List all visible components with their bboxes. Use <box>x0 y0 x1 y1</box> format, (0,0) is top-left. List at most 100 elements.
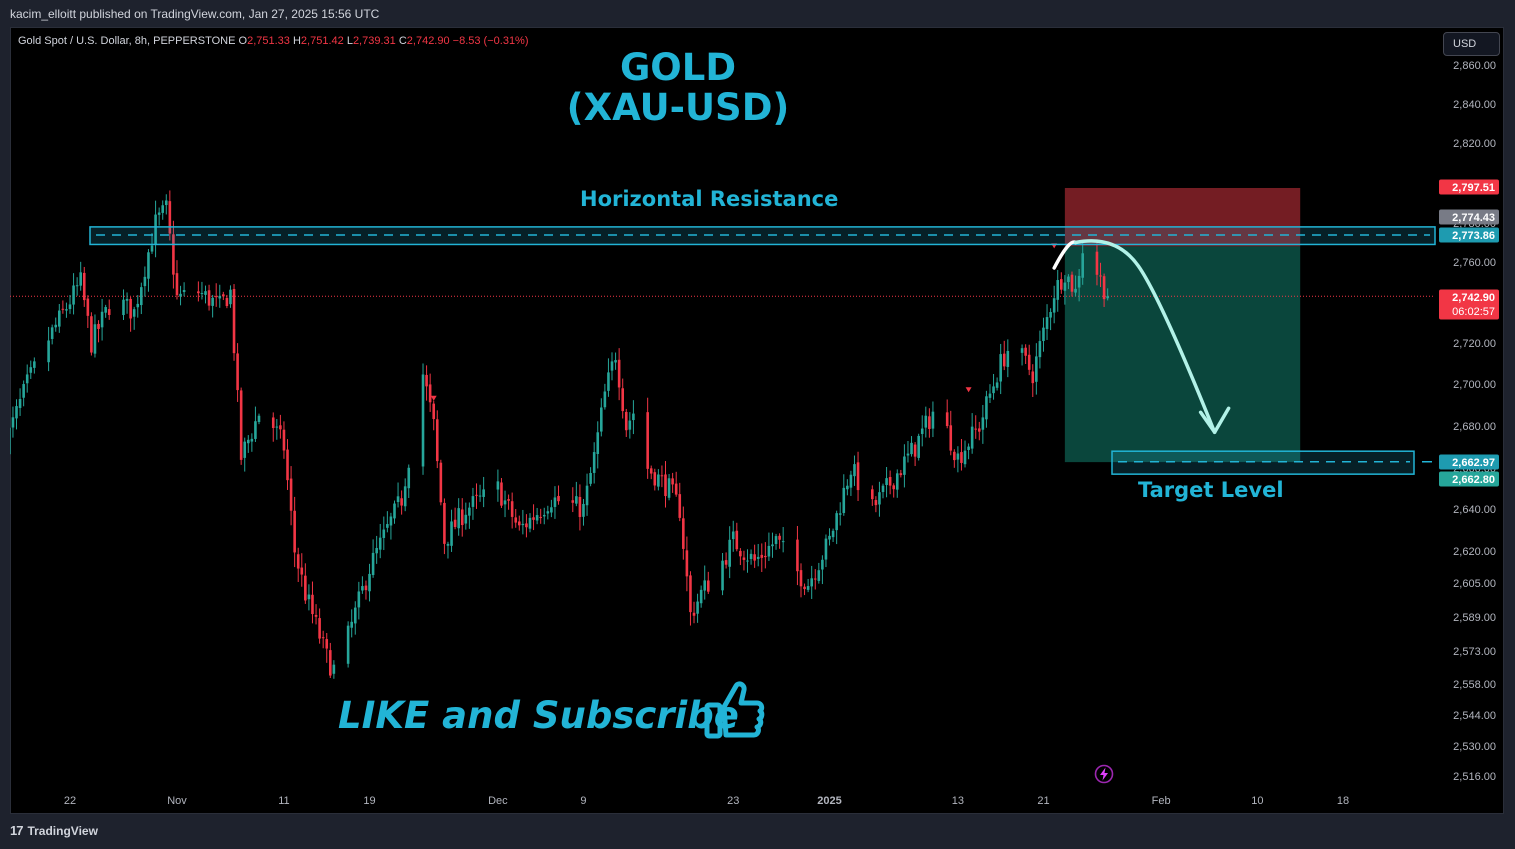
candle[interactable] <box>214 296 218 298</box>
candle[interactable] <box>350 621 354 628</box>
candle[interactable] <box>33 361 36 368</box>
candle[interactable] <box>856 462 860 491</box>
candle[interactable] <box>311 594 314 615</box>
candle[interactable] <box>79 272 82 286</box>
candle[interactable] <box>346 625 350 664</box>
candle[interactable] <box>460 509 464 526</box>
candle[interactable] <box>1006 350 1010 367</box>
candle[interactable] <box>931 411 935 429</box>
candle[interactable] <box>1035 356 1038 382</box>
candle[interactable] <box>810 578 813 587</box>
candle[interactable] <box>532 517 535 520</box>
candle[interactable] <box>960 452 963 463</box>
candle[interactable] <box>243 441 247 458</box>
candle[interactable] <box>778 535 781 540</box>
candle[interactable] <box>428 384 432 403</box>
candle[interactable] <box>521 523 525 526</box>
candle[interactable] <box>610 361 614 371</box>
price-chart[interactable]: 2,860.002,840.002,820.002,800.002,780.00… <box>10 27 1504 814</box>
candle[interactable] <box>378 537 382 550</box>
candle[interactable] <box>692 612 696 616</box>
candle[interactable] <box>628 420 632 430</box>
candle[interactable] <box>881 485 885 493</box>
candle[interactable] <box>257 415 261 422</box>
candle[interactable] <box>539 516 542 518</box>
candle[interactable] <box>853 464 856 477</box>
candle[interactable] <box>100 311 104 328</box>
candle[interactable] <box>1056 280 1060 300</box>
candle[interactable] <box>838 513 842 515</box>
candle[interactable] <box>781 541 785 543</box>
candle[interactable] <box>457 508 460 529</box>
candle[interactable] <box>293 510 296 553</box>
candle[interactable] <box>874 500 878 506</box>
candle[interactable] <box>314 615 318 617</box>
candle[interactable] <box>517 521 521 526</box>
candle[interactable] <box>607 372 610 391</box>
candle[interactable] <box>93 324 97 354</box>
candle[interactable] <box>471 496 475 507</box>
candle[interactable] <box>735 530 739 550</box>
candle[interactable] <box>86 298 90 316</box>
candle[interactable] <box>920 428 924 434</box>
candle[interactable] <box>246 439 250 444</box>
candle[interactable] <box>396 496 400 503</box>
candle[interactable] <box>614 360 617 363</box>
candle[interactable] <box>446 543 450 546</box>
candle[interactable] <box>970 426 974 449</box>
candle[interactable] <box>389 516 393 526</box>
candle[interactable] <box>917 435 920 458</box>
candle[interactable] <box>617 359 621 388</box>
candle[interactable] <box>1099 275 1102 277</box>
candle[interactable] <box>1049 312 1052 318</box>
candle[interactable] <box>207 290 211 306</box>
candle[interactable] <box>232 288 236 354</box>
candle[interactable] <box>286 449 289 481</box>
candle[interactable] <box>104 307 107 313</box>
candle[interactable] <box>386 524 389 528</box>
candle[interactable] <box>82 272 86 301</box>
candle[interactable] <box>332 664 336 674</box>
candle[interactable] <box>157 212 161 215</box>
candle[interactable] <box>250 438 254 442</box>
candle[interactable] <box>239 390 243 460</box>
candle[interactable] <box>771 544 774 547</box>
candle[interactable] <box>985 396 988 420</box>
candle[interactable] <box>603 391 607 408</box>
candle[interactable] <box>846 485 849 490</box>
candle[interactable] <box>289 478 293 511</box>
candle[interactable] <box>910 442 913 455</box>
candle[interactable] <box>728 539 731 567</box>
candle[interactable] <box>90 316 93 353</box>
candle[interactable] <box>140 287 143 306</box>
candle[interactable] <box>47 340 50 363</box>
candle[interactable] <box>143 276 147 287</box>
candle[interactable] <box>831 530 835 538</box>
candle[interactable] <box>525 523 528 528</box>
candle[interactable] <box>72 285 75 305</box>
candle[interactable] <box>967 446 970 450</box>
target-zone[interactable] <box>1111 450 1415 475</box>
candle[interactable] <box>624 411 628 431</box>
candle[interactable] <box>1063 282 1067 291</box>
candle[interactable] <box>1024 347 1027 356</box>
candle[interactable] <box>435 419 439 462</box>
candle[interactable] <box>657 474 660 487</box>
candle[interactable] <box>510 501 514 517</box>
candle[interactable] <box>528 517 532 529</box>
candle[interactable] <box>107 309 111 315</box>
candle[interactable] <box>132 309 136 317</box>
candle[interactable] <box>1067 276 1070 283</box>
candle[interactable] <box>172 234 175 275</box>
candle[interactable] <box>1095 251 1099 275</box>
candle[interactable] <box>54 324 58 328</box>
candle[interactable] <box>361 586 364 591</box>
candle[interactable] <box>150 245 154 252</box>
candle[interactable] <box>706 580 710 592</box>
candle[interactable] <box>11 417 15 428</box>
candle[interactable] <box>18 399 22 408</box>
candle[interactable] <box>450 521 453 546</box>
candle[interactable] <box>682 518 685 549</box>
candle[interactable] <box>546 511 550 514</box>
candle[interactable] <box>977 428 981 432</box>
